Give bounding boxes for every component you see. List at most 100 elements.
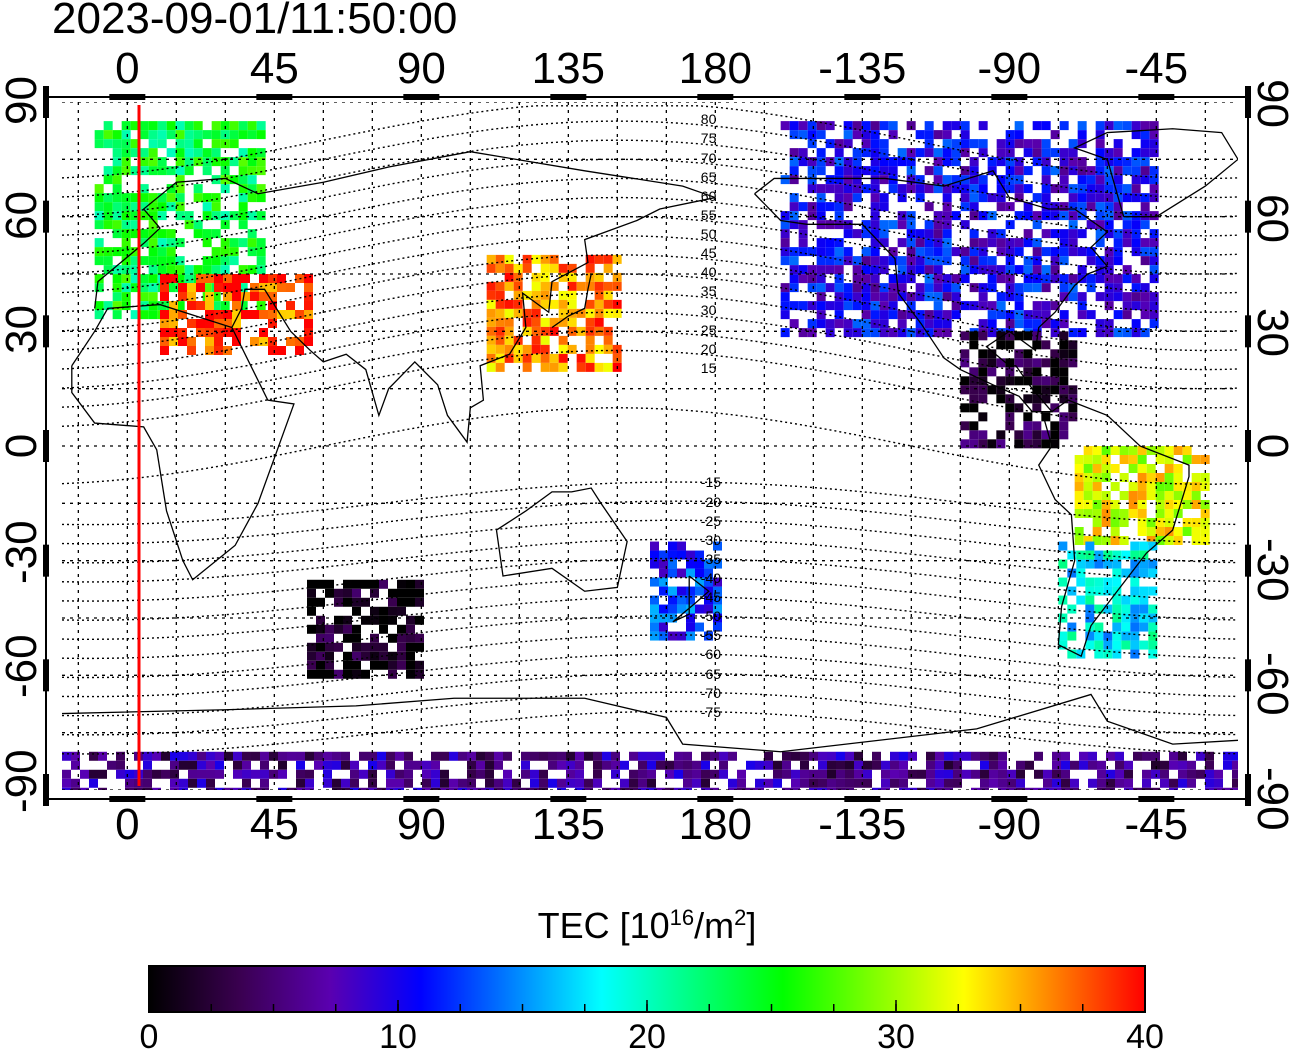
tec-cell	[359, 769, 368, 779]
tec-cell	[223, 283, 232, 292]
tec-cell	[467, 769, 476, 779]
tec-cell	[121, 256, 131, 266]
tec-cell	[379, 579, 388, 589]
tec-cell	[1076, 568, 1086, 578]
tec-cell	[256, 247, 266, 257]
tec-cell	[845, 751, 854, 761]
tec-cell	[969, 139, 979, 149]
tec-cell	[807, 319, 817, 329]
tec-cell	[888, 256, 898, 266]
tec-cell	[476, 751, 485, 761]
tec-cell	[996, 301, 1006, 311]
tec-cell	[1068, 403, 1078, 413]
tec-cell	[566, 769, 575, 779]
tec-cell	[361, 642, 370, 652]
tec-cell	[1113, 283, 1123, 293]
tec-cell	[713, 586, 722, 596]
tec-cell	[247, 166, 257, 176]
tec-cell	[558, 335, 568, 345]
tec-cell	[1119, 536, 1129, 545]
tec-cell	[1094, 604, 1104, 614]
tec-cell	[193, 139, 203, 149]
tec-cell	[1092, 527, 1102, 536]
tec-cell	[1223, 760, 1232, 770]
tec-cell	[915, 328, 925, 338]
tec-cell	[242, 787, 251, 790]
tec-cell	[951, 247, 961, 257]
tec-cell	[1131, 193, 1141, 203]
tec-cell	[202, 265, 212, 275]
maglat-contour	[62, 349, 1238, 428]
tec-cell	[415, 633, 424, 643]
tec-cell	[277, 283, 286, 292]
tec-cell	[175, 301, 185, 311]
tec-cell	[94, 283, 104, 293]
tec-cell	[603, 299, 613, 309]
tec-cell	[713, 595, 722, 605]
maglat-contour	[62, 177, 1238, 256]
tec-cell	[1128, 446, 1138, 455]
tec-cell	[71, 778, 80, 788]
tec-cell	[251, 751, 260, 761]
tec-cell	[206, 769, 215, 779]
tec-cell	[987, 319, 997, 329]
tec-cell	[1023, 211, 1033, 221]
tec-cell	[1067, 622, 1077, 632]
tec-cell	[1041, 310, 1051, 320]
tec-cell	[531, 308, 541, 318]
tec-cell	[422, 769, 431, 779]
top-axis-label: 180	[678, 44, 753, 93]
tec-cell	[139, 283, 149, 293]
tec-cell	[388, 660, 397, 670]
tec-cell	[1137, 473, 1147, 482]
tec-cell	[960, 301, 970, 311]
tec-cell	[978, 412, 988, 422]
tec-cell	[431, 760, 440, 770]
tec-cell	[1182, 518, 1192, 527]
tec-cell	[1050, 166, 1060, 176]
maglat-contour	[62, 519, 1238, 564]
tec-cell	[933, 301, 943, 311]
tec-cell	[1086, 184, 1096, 194]
tec-cell	[924, 148, 934, 158]
tec-cell	[251, 769, 260, 779]
tec-cell	[1121, 595, 1131, 605]
tec-cell	[314, 751, 323, 761]
tec-cell	[807, 283, 817, 293]
tec-cell	[1164, 455, 1174, 464]
tec-cell	[924, 274, 934, 284]
tec-cell	[1149, 274, 1159, 284]
tec-cell	[686, 622, 695, 632]
tec-cell	[259, 337, 268, 346]
maglat-contour	[62, 653, 1238, 698]
tec-cell	[103, 175, 113, 185]
tec-cell	[969, 331, 979, 341]
tec-cell	[332, 787, 341, 790]
tec-cell	[629, 769, 638, 779]
tec-cell	[232, 337, 241, 346]
tec-cell	[834, 319, 844, 329]
tec-cell	[184, 148, 194, 158]
tec-cell	[121, 283, 131, 293]
tec-cell	[942, 202, 952, 212]
tec-cell	[332, 760, 341, 770]
tec-cell	[668, 568, 677, 578]
tec-cell	[944, 778, 953, 788]
tec-cell	[504, 263, 514, 273]
tec-cell	[1050, 367, 1060, 377]
tec-cell	[969, 376, 979, 386]
tec-cell	[996, 184, 1006, 194]
tec-cell	[969, 283, 979, 293]
tec-cell	[1160, 760, 1169, 770]
tec-cell	[879, 265, 889, 275]
tec-cell	[879, 238, 889, 248]
tec-cell	[495, 263, 505, 273]
tec-cell	[103, 193, 113, 203]
tec-cell	[539, 778, 548, 788]
tec-cell	[440, 751, 449, 761]
tec-cell	[1149, 130, 1159, 140]
tec-cell	[1137, 509, 1147, 518]
tec-cell	[125, 769, 134, 779]
tec-cell	[1142, 787, 1151, 790]
tec-cell	[232, 301, 241, 310]
